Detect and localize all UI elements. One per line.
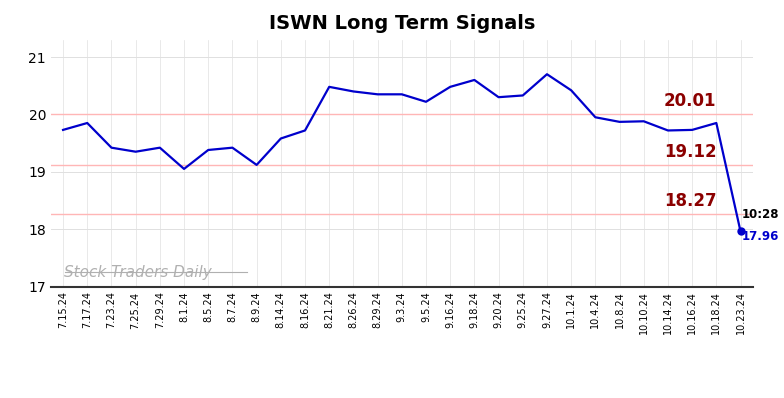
Text: 19.12: 19.12: [664, 143, 717, 162]
Text: 18.27: 18.27: [664, 192, 717, 210]
Title: ISWN Long Term Signals: ISWN Long Term Signals: [269, 14, 535, 33]
Text: 17.96: 17.96: [742, 230, 779, 243]
Text: Stock Traders Daily: Stock Traders Daily: [64, 265, 212, 280]
Text: 10:28: 10:28: [742, 208, 779, 221]
Point: [735, 228, 747, 235]
Text: 20.01: 20.01: [664, 92, 717, 110]
